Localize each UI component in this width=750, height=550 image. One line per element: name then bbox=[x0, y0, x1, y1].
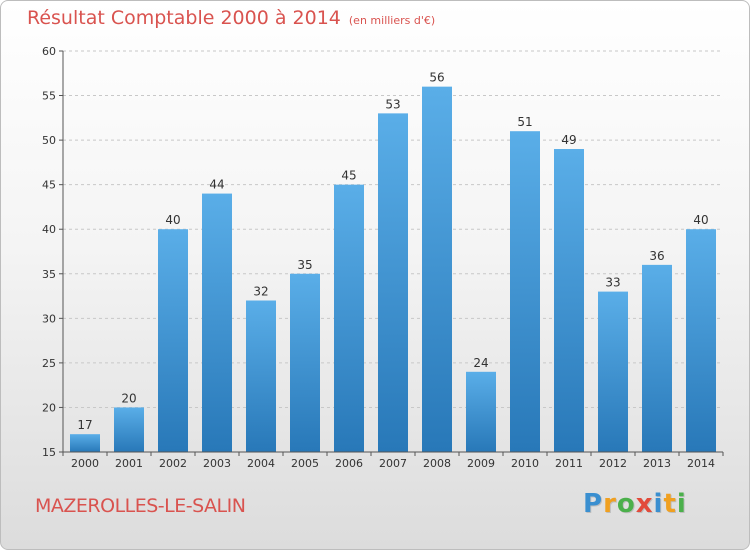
x-tick-label: 2013 bbox=[643, 457, 671, 470]
x-tick-label: 2002 bbox=[159, 457, 187, 470]
bar bbox=[642, 264, 672, 452]
y-tick-label: 35 bbox=[42, 268, 56, 281]
data-label: 40 bbox=[693, 213, 708, 227]
data-label: 45 bbox=[341, 169, 356, 183]
bar bbox=[466, 371, 496, 452]
data-label: 20 bbox=[121, 391, 136, 405]
bar bbox=[378, 113, 408, 452]
data-label: 49 bbox=[561, 133, 576, 147]
y-tick-label: 50 bbox=[42, 134, 56, 147]
axes bbox=[59, 50, 724, 456]
bar bbox=[246, 300, 276, 452]
logo-letter: P bbox=[583, 489, 604, 519]
data-label: 53 bbox=[385, 97, 400, 111]
y-tick-label: 40 bbox=[42, 223, 56, 236]
x-tick-label: 2014 bbox=[687, 457, 715, 470]
x-tick-label: 2011 bbox=[555, 457, 583, 470]
data-label: 36 bbox=[649, 249, 664, 263]
data-label: 40 bbox=[165, 213, 180, 227]
bar bbox=[158, 229, 188, 452]
bars bbox=[70, 86, 716, 453]
bar bbox=[598, 291, 628, 452]
x-tick-label: 2007 bbox=[379, 457, 407, 470]
commune-name: MAZEROLLES-LE-SALIN bbox=[35, 495, 246, 517]
logo-letter: x bbox=[635, 489, 654, 519]
x-tick-label: 2004 bbox=[247, 457, 275, 470]
y-tick-label: 30 bbox=[42, 312, 56, 325]
data-label: 51 bbox=[517, 115, 532, 129]
logo-letter: i bbox=[676, 489, 687, 519]
y-tick-label: 15 bbox=[42, 446, 56, 459]
chart-title: Résultat Comptable 2000 à 2014 (en millie… bbox=[27, 7, 435, 29]
proxiti-logo[interactable]: Proxiti bbox=[583, 489, 687, 519]
bar bbox=[686, 229, 716, 452]
x-tick-label: 2008 bbox=[423, 457, 451, 470]
data-label: 33 bbox=[605, 276, 620, 290]
x-tick-label: 2000 bbox=[71, 457, 99, 470]
bar bbox=[334, 184, 364, 452]
bar bbox=[202, 193, 232, 453]
logo-letter: i bbox=[653, 489, 664, 519]
x-tick-label: 2003 bbox=[203, 457, 231, 470]
x-tick-label: 2005 bbox=[291, 457, 319, 470]
bar bbox=[290, 273, 320, 452]
x-tick-label: 2006 bbox=[335, 457, 363, 470]
data-label: 56 bbox=[429, 71, 444, 85]
bar bbox=[114, 407, 144, 452]
y-tick-label: 25 bbox=[42, 357, 56, 370]
data-label: 17 bbox=[77, 418, 92, 432]
data-label: 32 bbox=[253, 285, 268, 299]
bar bbox=[70, 434, 100, 452]
logo-letter: t bbox=[663, 489, 677, 519]
x-tick-label: 2010 bbox=[511, 457, 539, 470]
logo-letter: r bbox=[603, 489, 617, 519]
x-tick-label: 2009 bbox=[467, 457, 495, 470]
x-tick-label: 2001 bbox=[115, 457, 143, 470]
bar bbox=[554, 149, 584, 452]
data-label: 35 bbox=[297, 258, 312, 272]
y-tick-label: 20 bbox=[42, 401, 56, 414]
chart-title-text: Résultat Comptable 2000 à 2014 bbox=[27, 7, 341, 29]
logo-letter: o bbox=[616, 489, 636, 519]
x-tick-label: 2012 bbox=[599, 457, 627, 470]
labels: 15 20 25 30 35 40 45 50 55 60 17 2000 20 2001 40 2002 44… bbox=[42, 45, 715, 470]
data-label: 24 bbox=[473, 356, 488, 370]
y-tick-label: 45 bbox=[42, 179, 56, 192]
bar bbox=[422, 86, 452, 453]
y-tick-label: 55 bbox=[42, 90, 56, 103]
y-tick-label: 60 bbox=[42, 45, 56, 58]
chart-subtitle: (en milliers d'€) bbox=[348, 14, 436, 27]
bar bbox=[510, 131, 540, 452]
data-label: 44 bbox=[209, 178, 224, 192]
